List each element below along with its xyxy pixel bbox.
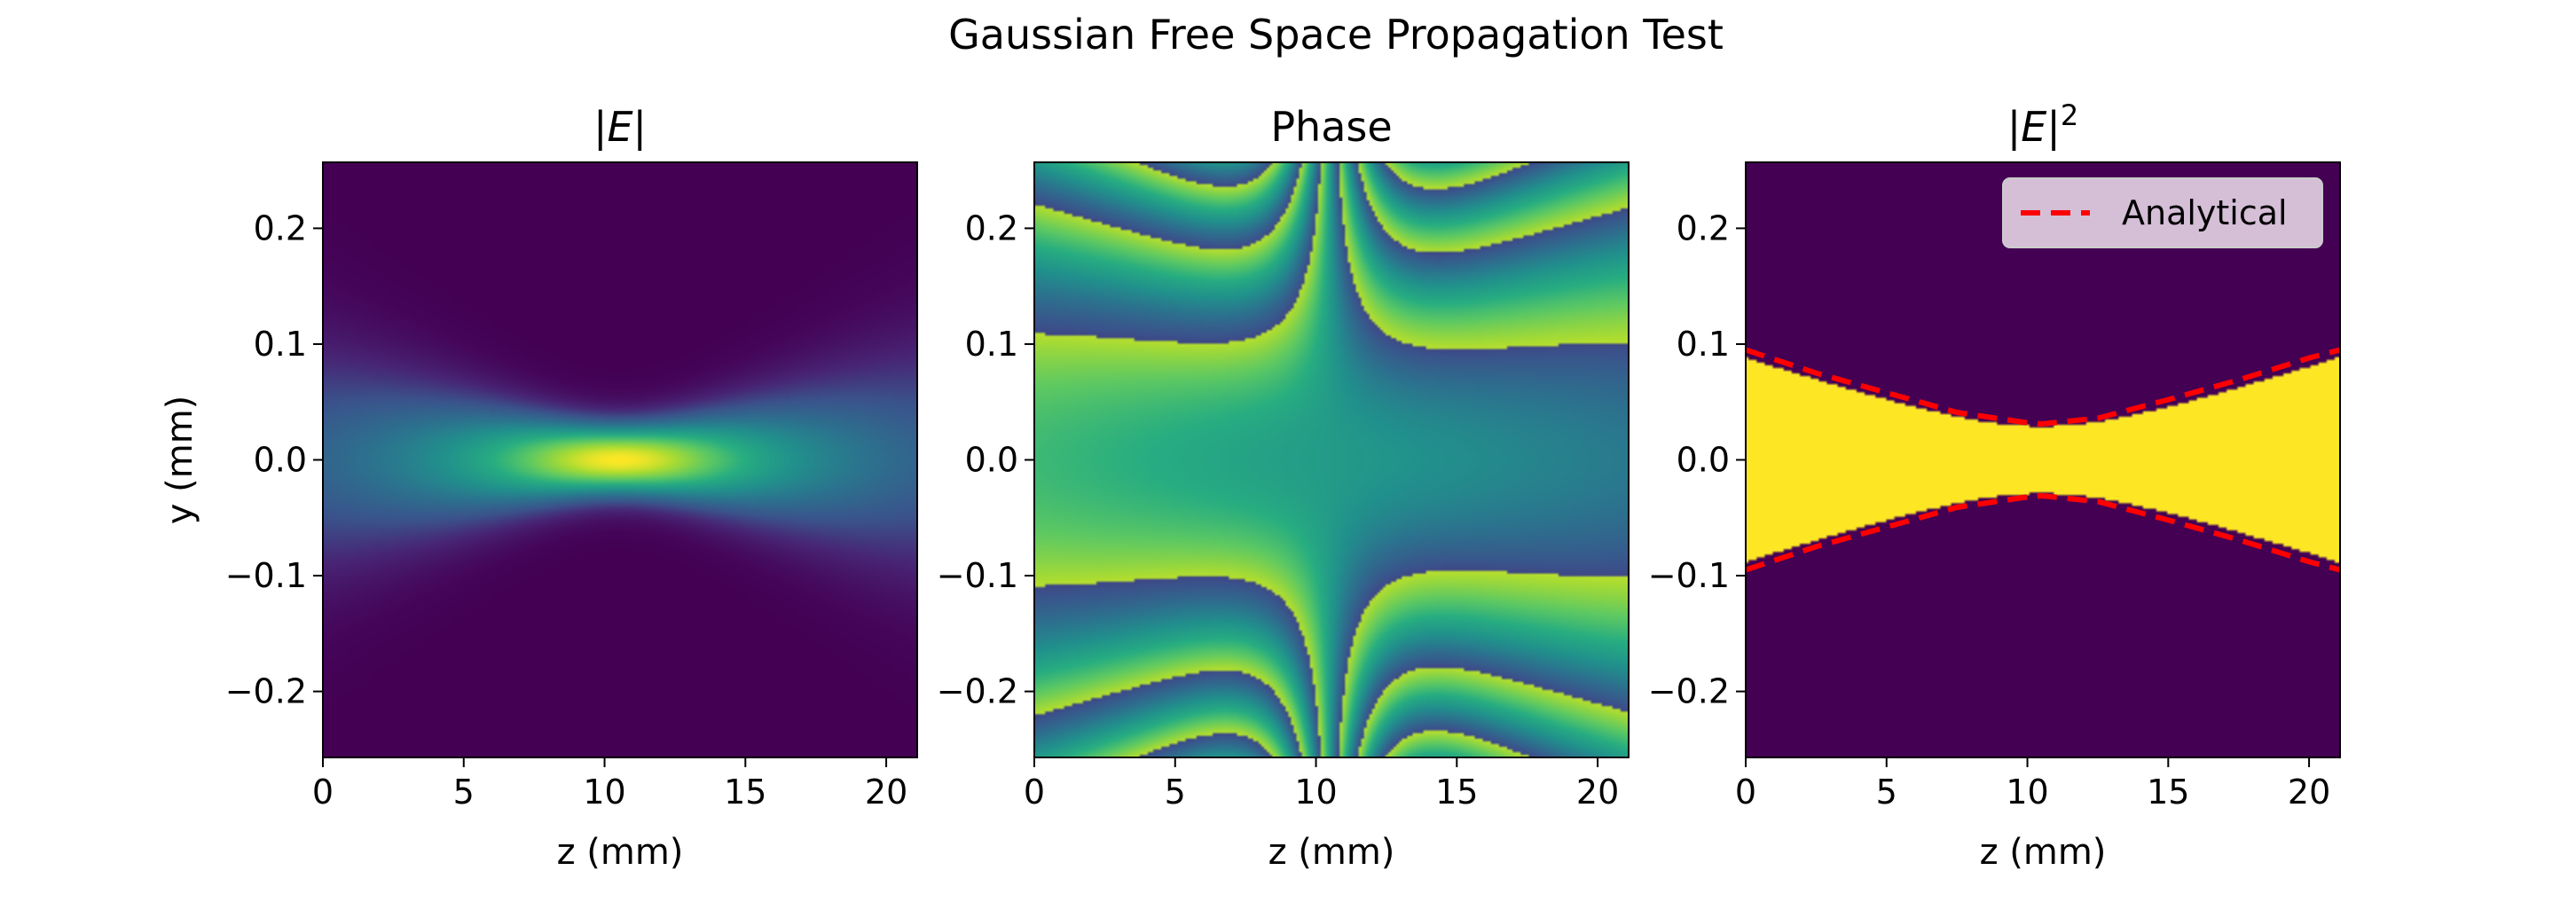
y-tick-label: −0.1 bbox=[937, 556, 1018, 595]
y-tick-label: −0.1 bbox=[1648, 556, 1730, 595]
panel-title: Phase bbox=[1270, 103, 1392, 151]
x-tick-label: 10 bbox=[1294, 773, 1337, 812]
y-tick-label: −0.2 bbox=[1648, 672, 1730, 711]
y-tick-label: 0.0 bbox=[1677, 441, 1730, 480]
x-tick-label: 0 bbox=[1735, 773, 1756, 812]
y-tick-label: −0.2 bbox=[225, 672, 307, 711]
x-tick-label: 15 bbox=[1435, 773, 1478, 812]
x-axis-label: z (mm) bbox=[1980, 832, 2107, 873]
x-tick-label: 20 bbox=[2288, 773, 2330, 812]
x-tick-label: 5 bbox=[453, 773, 475, 812]
y-tick-label: 0.0 bbox=[965, 441, 1018, 480]
x-tick-label: 10 bbox=[583, 773, 625, 812]
y-tick-label: 0.1 bbox=[965, 325, 1018, 364]
legend-box bbox=[2002, 177, 2323, 248]
x-tick-label: 0 bbox=[312, 773, 334, 812]
legend: Analytical bbox=[2002, 177, 2323, 248]
panel-2: 0 5 10 15 20 0.2 0.1 0.0 −0.1 −0.2 Phase z (mm) bbox=[937, 103, 1630, 873]
y-tick-label: 0.2 bbox=[254, 208, 307, 247]
panel-title: |E| bbox=[593, 103, 647, 152]
x-tick-label: 10 bbox=[2006, 773, 2048, 812]
x-tick-label: 15 bbox=[2147, 773, 2189, 812]
y-tick-label: 0.2 bbox=[965, 208, 1018, 247]
x-axis-label: z (mm) bbox=[557, 832, 684, 873]
x-tick-label: 5 bbox=[1876, 773, 1897, 812]
x-tick-label: 0 bbox=[1024, 773, 1045, 812]
x-tick-label: 20 bbox=[1576, 773, 1619, 812]
x-tick-label: 15 bbox=[724, 773, 766, 812]
x-axis-label: z (mm) bbox=[1268, 832, 1395, 873]
analytical-line-upper bbox=[1745, 347, 2341, 427]
y-tick-label: −0.1 bbox=[225, 556, 307, 595]
heatmap-image bbox=[1746, 162, 2340, 757]
y-tick-label: −0.2 bbox=[937, 672, 1018, 711]
panels: 0 5 10 15 20 0.2 0.1 0.0 −0.1 −0.2 |E| z (mm) y (mm)… bbox=[160, 98, 2341, 873]
y-tick-label: 0.1 bbox=[254, 325, 307, 364]
panel-1: 0 5 10 15 20 0.2 0.1 0.0 −0.1 −0.2 |E| z (mm) y (mm) bbox=[160, 103, 918, 873]
x-tick-label: 20 bbox=[865, 773, 907, 812]
y-tick-label: 0.0 bbox=[254, 441, 307, 480]
panel-3: 0 5 10 15 20 0.2 0.1 0.0 −0.1 −0.2 |E|2 z (mm) Analy… bbox=[1648, 98, 2341, 873]
x-tick-label: 5 bbox=[1165, 773, 1186, 812]
legend-label: Analytical bbox=[2122, 193, 2288, 232]
y-axis-label: y (mm) bbox=[160, 396, 200, 525]
analytical-line-lower bbox=[1745, 492, 2341, 573]
figure-suptitle: Gaussian Free Space Propagation Test bbox=[948, 11, 1724, 59]
heatmap-image bbox=[1034, 162, 1629, 757]
panel-title: |E|2 bbox=[2007, 98, 2078, 152]
heatmap-image bbox=[323, 162, 917, 757]
y-tick-label: 0.1 bbox=[1677, 325, 1730, 364]
y-tick-label: 0.2 bbox=[1677, 208, 1730, 247]
